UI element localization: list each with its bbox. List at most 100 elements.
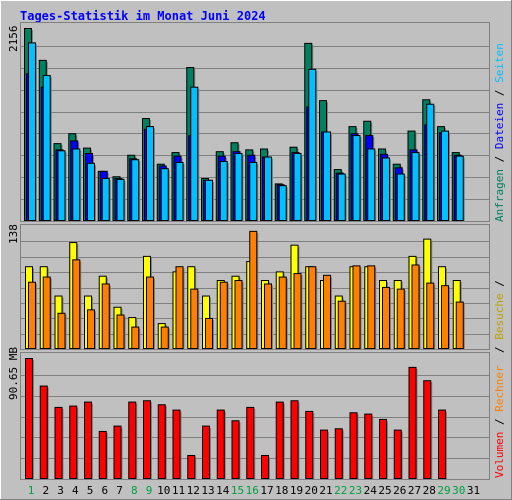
bar-seiten bbox=[175, 161, 185, 222]
bar-volumen bbox=[216, 409, 226, 480]
legend-text: Volumen / Rechner bbox=[493, 365, 506, 478]
bar-seiten bbox=[72, 148, 82, 222]
x-tick-day: 25 bbox=[378, 484, 391, 497]
legend-entry: Dateien bbox=[493, 103, 506, 149]
legend-entry: Anfragen bbox=[493, 169, 506, 222]
bar-seiten bbox=[337, 173, 347, 222]
bar-volumen bbox=[408, 366, 418, 480]
bar-rechner bbox=[411, 264, 421, 350]
bar-volumen bbox=[320, 429, 329, 480]
bar-rechner bbox=[28, 281, 37, 350]
bar-rechner bbox=[455, 301, 465, 350]
bar-volumen bbox=[187, 454, 197, 480]
bar-rechner bbox=[42, 276, 52, 350]
bar-rechner bbox=[72, 259, 82, 350]
bar-seiten bbox=[352, 135, 362, 222]
legend-entry: / bbox=[493, 412, 506, 432]
bar-volumen bbox=[275, 401, 285, 480]
legend-entry: Besuche bbox=[493, 293, 506, 339]
bar-seiten bbox=[426, 103, 436, 222]
bar-volumen bbox=[54, 406, 64, 480]
x-tick-day: 6 bbox=[101, 484, 108, 497]
bar-seiten bbox=[441, 130, 450, 222]
bottom-ymax-label: 90.65 MB bbox=[7, 347, 20, 400]
x-tick-day: 15 bbox=[231, 484, 244, 497]
bar-volumen bbox=[157, 404, 167, 480]
bar-seiten bbox=[455, 155, 465, 222]
bar-seiten bbox=[396, 173, 406, 222]
x-tick-day: 18 bbox=[275, 484, 288, 497]
bar-volumen bbox=[231, 420, 241, 480]
bar-seiten bbox=[234, 152, 244, 222]
bar-volumen bbox=[290, 400, 300, 480]
bar-volumen bbox=[172, 409, 182, 480]
bar-rechner bbox=[352, 265, 362, 350]
legend-entry: / bbox=[493, 149, 506, 169]
bar-seiten bbox=[190, 86, 200, 222]
bar-rechner bbox=[190, 288, 200, 350]
bar-volumen bbox=[69, 405, 79, 480]
bar-seiten bbox=[205, 179, 214, 222]
bar-rechner bbox=[160, 326, 170, 350]
bar-rechner bbox=[205, 317, 214, 350]
bar-seiten bbox=[101, 178, 111, 222]
x-tick-day: 24 bbox=[364, 484, 378, 497]
bar-rechner bbox=[426, 282, 436, 350]
x-tick-day: 3 bbox=[57, 484, 64, 497]
x-tick-day: 28 bbox=[423, 484, 436, 497]
legend-entry: Seiten bbox=[493, 43, 506, 83]
x-tick-day: 4 bbox=[72, 484, 79, 497]
bar-volumen bbox=[364, 413, 374, 480]
bar-rechner bbox=[101, 283, 111, 350]
x-tick-day: 5 bbox=[87, 484, 94, 497]
bar-rechner bbox=[249, 230, 259, 350]
bar-rechner bbox=[323, 274, 332, 350]
bar-rechner bbox=[441, 285, 450, 350]
bar-rechner bbox=[175, 266, 185, 350]
x-tick-day: 16 bbox=[246, 484, 259, 497]
bar-seiten bbox=[382, 157, 391, 222]
legend-text: / Besuche / bbox=[493, 280, 506, 353]
bar-rechner bbox=[396, 288, 406, 350]
bar-volumen bbox=[349, 412, 359, 480]
x-tick-day: 11 bbox=[172, 484, 185, 497]
bar-volumen bbox=[39, 385, 49, 480]
bar-seiten bbox=[293, 152, 303, 222]
bar-rechner bbox=[382, 286, 391, 350]
bar-rechner bbox=[87, 309, 96, 350]
x-tick-day: 19 bbox=[290, 484, 303, 497]
x-tick-day: 30 bbox=[452, 484, 465, 497]
x-tick-day: 8 bbox=[131, 484, 138, 497]
chart-title: Tages-Statistik im Monat Juni 2024 bbox=[20, 9, 266, 23]
bar-seiten bbox=[87, 162, 96, 222]
legend-entry: Rechner bbox=[493, 365, 506, 412]
bar-seiten bbox=[131, 159, 141, 222]
bar-rechner bbox=[146, 276, 155, 350]
bar-rechner bbox=[219, 281, 229, 350]
x-tick-day: 21 bbox=[319, 484, 332, 497]
x-tick-day: 29 bbox=[437, 484, 450, 497]
bar-rechner bbox=[293, 273, 303, 350]
bar-volumen bbox=[246, 406, 256, 480]
x-tick-day: 9 bbox=[146, 484, 153, 497]
bar-seiten bbox=[57, 150, 67, 222]
x-tick-day: 17 bbox=[260, 484, 273, 497]
x-tick-day: 23 bbox=[349, 484, 362, 497]
x-tick-day: 20 bbox=[305, 484, 318, 497]
bar-seiten bbox=[160, 168, 170, 222]
x-tick-day: 2 bbox=[42, 484, 49, 497]
top-ymax-label: 2156 bbox=[7, 26, 20, 53]
legend-text: Anfragen / Dateien / Seiten bbox=[493, 43, 506, 222]
bar-seiten bbox=[278, 185, 288, 222]
bar-volumen bbox=[334, 428, 344, 480]
bar-volumen bbox=[113, 425, 123, 480]
x-tick-day: 7 bbox=[116, 484, 123, 497]
x-tick-day: 31 bbox=[467, 484, 480, 497]
bar-seiten bbox=[367, 148, 377, 222]
legend-vertical: Anfragen / Dateien / Seiten / Besuche / … bbox=[493, 43, 506, 478]
bar-seiten bbox=[249, 161, 259, 222]
bar-volumen bbox=[261, 454, 270, 480]
bar-rechner bbox=[337, 300, 347, 350]
x-tick-day: 10 bbox=[157, 484, 170, 497]
x-tick-day: 14 bbox=[216, 484, 230, 497]
